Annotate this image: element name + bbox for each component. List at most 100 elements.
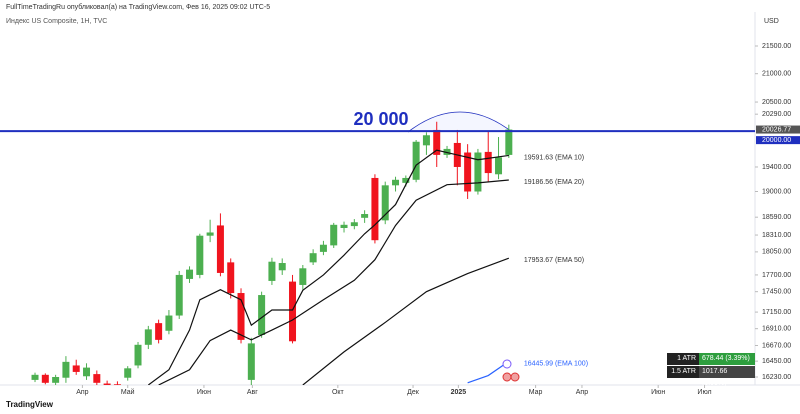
event-icon — [510, 372, 520, 382]
chart-title: FullTimeTradingRu опубликовал(а) на Trad… — [6, 3, 270, 11]
candle-body — [289, 281, 297, 342]
y-tick-label: 20500.00 — [762, 99, 791, 106]
y-tick-label: 16910.00 — [762, 326, 791, 333]
x-tick-label: Дек — [407, 389, 420, 396]
x-tick-label: Апр — [76, 389, 88, 396]
atr-value: 678.44 (3.39%) — [699, 353, 755, 365]
candle-body — [196, 235, 204, 275]
candle-body — [371, 177, 379, 241]
atr-value: 1017.66 (5.08%) — [699, 366, 755, 387]
candle-body — [422, 135, 430, 146]
candle-body — [206, 232, 214, 236]
footer-logo: TradingView — [6, 400, 53, 409]
candle-body — [52, 376, 60, 383]
candle-body — [505, 129, 513, 155]
candle-body — [165, 315, 173, 331]
y-tick-label: 17700.00 — [762, 272, 791, 279]
ema-line — [158, 179, 509, 385]
x-tick-label: 2025 — [451, 389, 467, 396]
y-tick-label: 16450.00 — [762, 358, 791, 365]
y-tick-label: 18310.00 — [762, 232, 791, 239]
last-price-label: 20026.77 — [762, 126, 791, 133]
y-tick-label: 16670.00 — [762, 342, 791, 349]
candle-body — [412, 141, 420, 180]
chart-subtitle: Индекс US Composite, 1Н, TVC — [6, 18, 107, 25]
y-tick-label: 21000.00 — [762, 71, 791, 78]
candle-body — [237, 293, 245, 340]
y-tick-label: 21500.00 — [762, 43, 791, 50]
candle-body — [134, 344, 142, 366]
candle-body — [175, 274, 183, 316]
candle-body — [484, 151, 492, 174]
candle-body — [309, 253, 317, 263]
x-tick-label: Июл — [697, 389, 711, 396]
candle-body — [258, 295, 266, 335]
dome-arc — [407, 111, 513, 133]
y-tick-label: 19400.00 — [762, 164, 791, 171]
level-tag-label: 20000.00 — [762, 137, 791, 144]
candle-body — [340, 224, 348, 228]
candle-body — [62, 361, 70, 378]
currency: USD — [764, 18, 779, 25]
y-tick-label: 18590.00 — [762, 214, 791, 221]
ema-line — [467, 360, 510, 384]
atr-row: 1 ATR 678.44 (3.39%) — [667, 353, 755, 365]
x-tick-label: Апр — [576, 389, 588, 396]
last-price-tag — [756, 125, 800, 134]
candle-body — [268, 261, 276, 281]
candle-body — [381, 185, 389, 221]
event-icon — [502, 372, 512, 382]
candle-body — [186, 269, 194, 279]
ema-line — [147, 149, 509, 385]
candle-body — [299, 268, 307, 285]
candle-body — [350, 222, 358, 227]
candle-body — [392, 179, 400, 186]
candle-body — [474, 152, 482, 192]
candle-body — [330, 224, 338, 246]
candle-body — [402, 177, 410, 183]
atr-row: 1.5 ATR 1017.66 (5.08%) — [667, 366, 755, 387]
y-tick-label: 19000.00 — [762, 188, 791, 195]
y-tick-label: 17450.00 — [762, 289, 791, 296]
candle-body — [31, 374, 39, 380]
candle-body — [93, 374, 101, 383]
y-tick-label: 20290.00 — [762, 111, 791, 118]
x-tick-label: Май — [121, 388, 135, 396]
candle-body — [124, 368, 132, 378]
candle-body — [247, 343, 255, 380]
candle-body — [72, 365, 80, 372]
ema-label: 17953.67 (EMA 50) — [524, 257, 584, 264]
ema-label: 16445.99 (EMA 100) — [524, 360, 588, 367]
y-tick-label: 18050.00 — [762, 249, 791, 256]
candle-body — [155, 323, 163, 340]
ema-label: 19186.56 (EMA 20) — [524, 179, 584, 186]
event-icon — [502, 359, 512, 369]
candle-body — [464, 152, 472, 192]
x-tick-label: Окт — [332, 389, 345, 396]
atr-key: 1.5 ATR — [667, 366, 699, 378]
candle-body — [361, 214, 369, 218]
ema-label: 19591.63 (EMA 10) — [524, 154, 584, 161]
y-tick-label: 17150.00 — [762, 309, 791, 316]
plot-area — [31, 121, 513, 385]
candle-body — [144, 329, 152, 345]
candle-body — [113, 384, 121, 385]
candle-body — [227, 262, 235, 294]
candle-body — [495, 157, 503, 175]
ema-line — [302, 257, 510, 385]
candle-body — [103, 383, 111, 385]
candle-body — [83, 367, 91, 377]
level-annotation: 20 000 — [353, 109, 408, 129]
candle-body — [41, 374, 49, 383]
x-tick-label: Авг — [247, 389, 258, 396]
x-tick-label: Июн — [197, 389, 211, 396]
y-tick-label: 16230.00 — [762, 374, 791, 381]
atr-key: 1 ATR — [667, 353, 699, 365]
x-tick-label: Мар — [529, 389, 543, 396]
level-tag — [756, 136, 800, 145]
candle-body — [278, 263, 286, 271]
x-tick-label: Июн — [651, 389, 665, 396]
candle-body — [216, 225, 224, 273]
